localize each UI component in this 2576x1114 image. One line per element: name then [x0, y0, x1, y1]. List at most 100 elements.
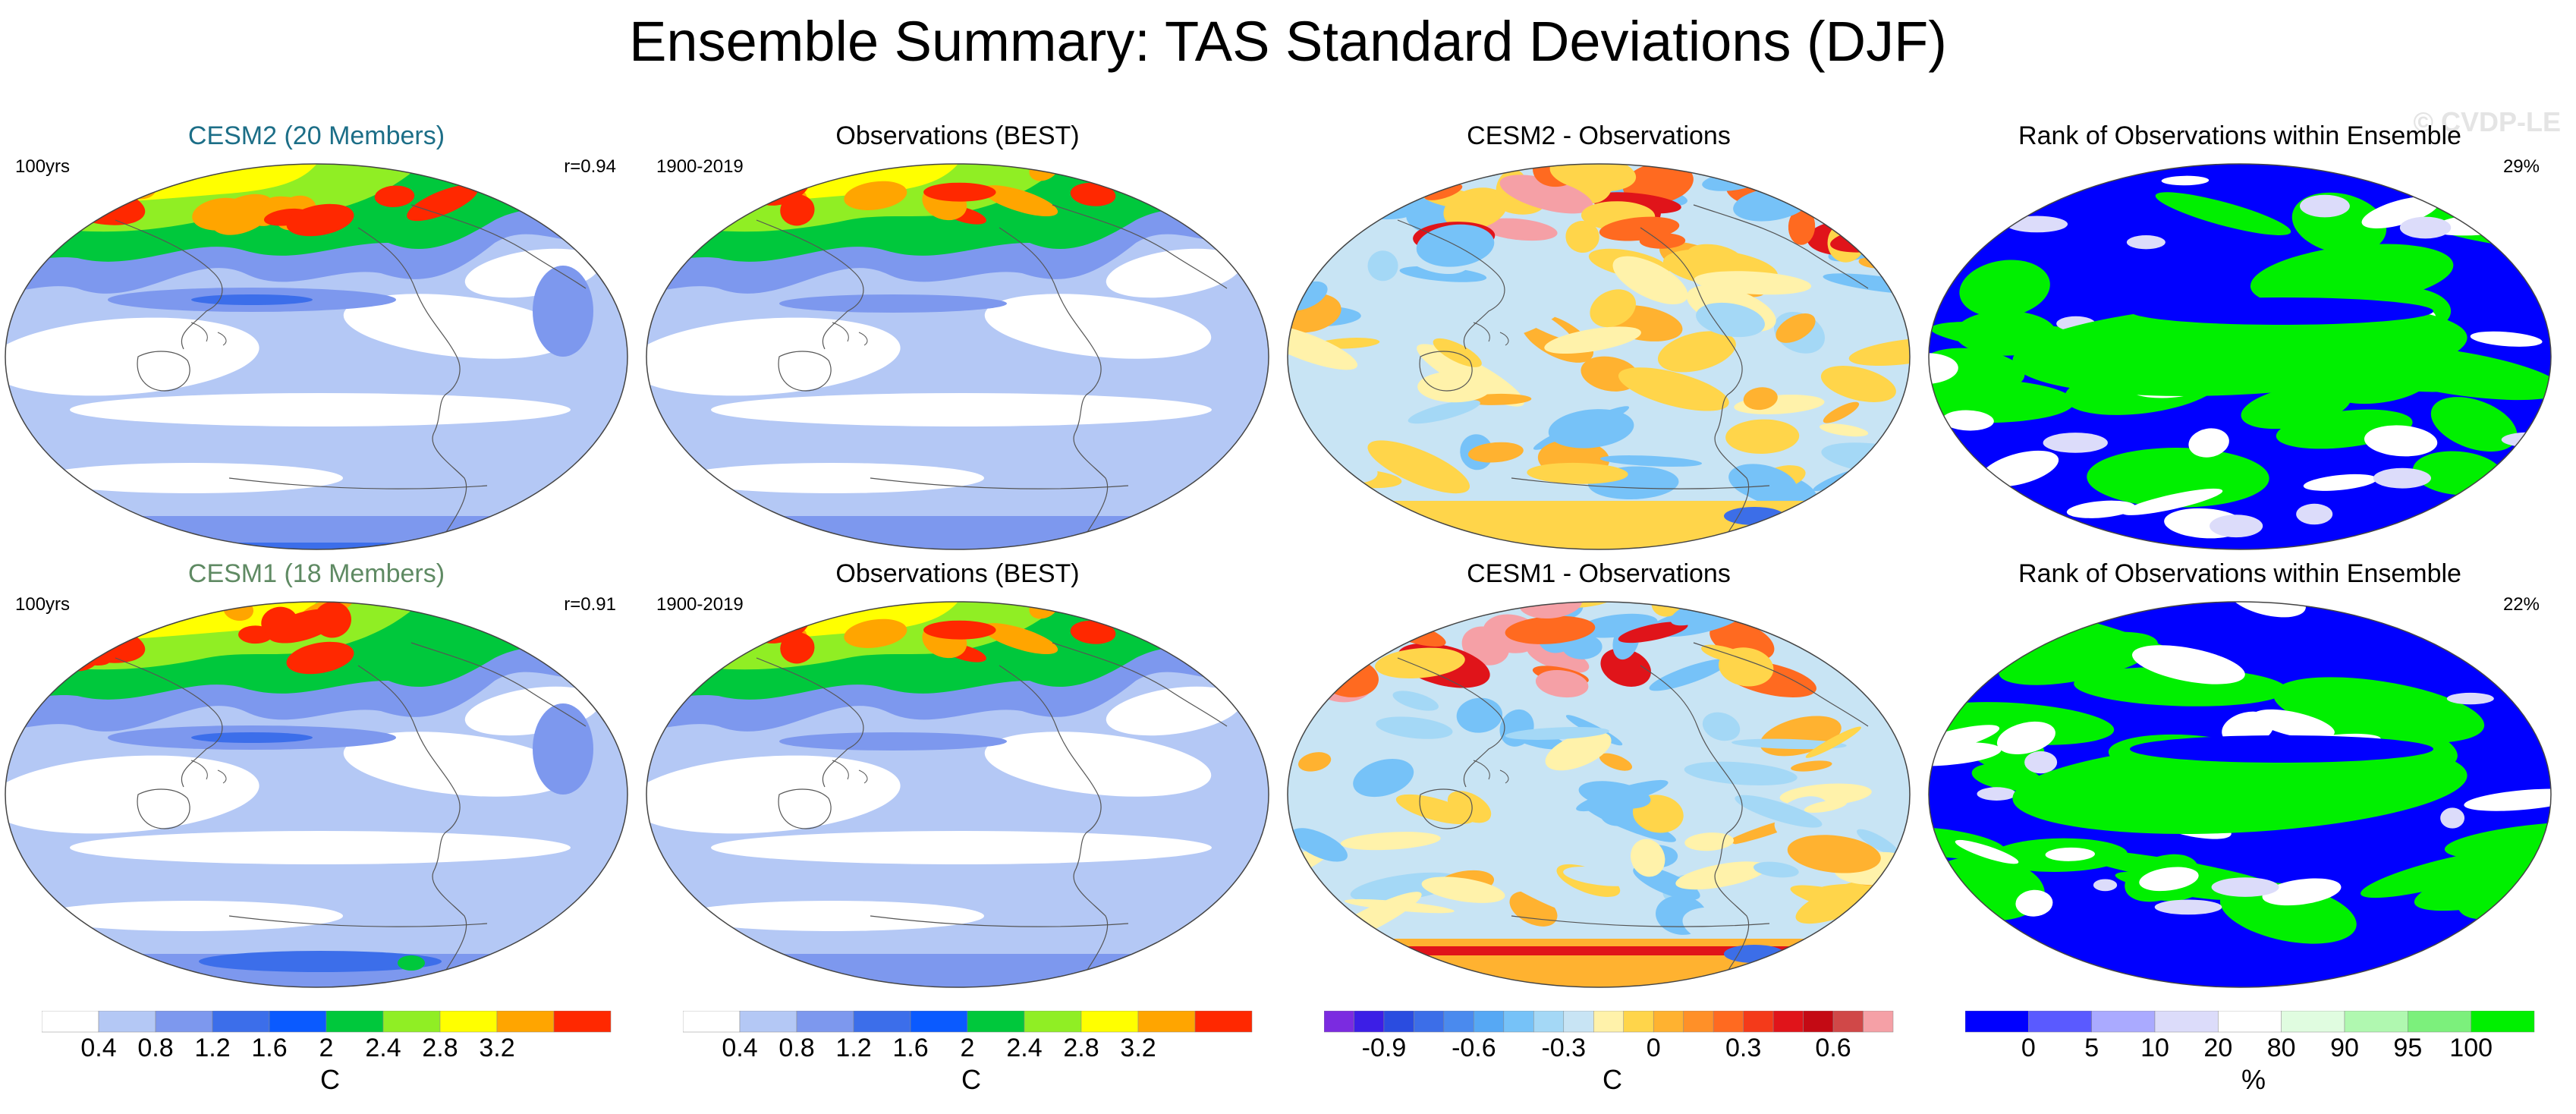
colorbar-swatch — [1474, 1011, 1505, 1033]
colorbar-unit: C — [961, 1064, 981, 1095]
difference-patch — [1848, 338, 1910, 367]
low-variability-band — [646, 755, 901, 834]
map-panel: Observations (BEST) 1900-2019 — [643, 559, 1272, 992]
panel-stat-label: r=0.91 — [564, 594, 616, 615]
difference-patch — [1291, 828, 1348, 862]
colorbar-tick-label: 2.4 — [365, 1034, 401, 1062]
rank-light-region — [2024, 751, 2058, 774]
tropical-pacific-band — [779, 732, 1007, 751]
difference-patch — [1814, 164, 1883, 179]
coastline-australia — [137, 351, 190, 392]
watermark: © CVDP-LE — [2413, 106, 2561, 137]
coastline-islands — [190, 760, 227, 784]
coastline-asia — [756, 657, 864, 788]
colorbar-swatch — [2281, 1011, 2345, 1033]
rank-mid-region — [2045, 847, 2095, 861]
difference-patch — [1467, 442, 1524, 463]
rank-mid-region — [1929, 353, 1958, 385]
map-outline — [5, 601, 628, 988]
colorbar-swatch — [910, 1011, 968, 1033]
colorbar-swatch — [2471, 1011, 2535, 1033]
colorbar-tick-label: 1.6 — [892, 1034, 928, 1062]
colorbar-swatch — [1965, 1011, 2029, 1033]
low-variability-band — [39, 463, 343, 493]
difference-patch — [1821, 603, 1854, 637]
low-variability-band — [343, 294, 571, 359]
map-region — [533, 266, 593, 357]
map-outline — [1287, 163, 1911, 550]
coastline-australia — [778, 788, 832, 829]
colorbar-swatch — [1863, 1011, 1894, 1033]
difference-patch — [1527, 462, 1628, 484]
world-map — [646, 163, 1269, 550]
difference-patch — [1578, 781, 1651, 809]
map-panel: CESM1 (18 Members) 100yrs r=0.91 — [2, 559, 631, 992]
difference-patch — [1831, 164, 1865, 172]
colorbar-tick-label: -0.3 — [1541, 1034, 1586, 1062]
low-variability-band — [646, 317, 901, 396]
peak-variability-spot — [1070, 620, 1116, 644]
rank-low-region — [2130, 735, 2433, 763]
map-panel: Rank of Observations within Ensemble 29% — [1925, 121, 2555, 554]
coastline-islands — [1473, 760, 1509, 784]
difference-patch — [1298, 752, 1332, 772]
map-field — [1929, 602, 2551, 987]
difference-patch — [1376, 716, 1453, 739]
difference-patch — [1411, 164, 1489, 176]
colorbar-tick-label: 3.2 — [1120, 1034, 1156, 1062]
peak-variability-spot — [982, 185, 1058, 217]
colorbar-swatch — [326, 1011, 384, 1033]
low-variability-band — [70, 393, 571, 426]
difference-patch — [1820, 366, 1896, 402]
colorbar-swatch — [1563, 1011, 1594, 1033]
coastline-antarctica — [1511, 477, 1770, 489]
colorbar-tick-label: 2 — [319, 1034, 334, 1062]
coastline-antarctica — [870, 915, 1129, 927]
colorbar-swatch — [739, 1011, 797, 1033]
peak-variability-spot — [844, 618, 907, 649]
difference-patch — [1867, 906, 1910, 944]
colorbar-swatch — [1024, 1011, 1082, 1033]
world-map — [1928, 163, 2552, 550]
world-map — [5, 163, 628, 550]
difference-patch — [1340, 832, 1441, 851]
coastline-australia — [1419, 351, 1473, 392]
colorbar-tick-label: 2.8 — [422, 1034, 458, 1062]
colorbar-scale: -0.9-0.6-0.300.30.60.9 — [1324, 1011, 1894, 1062]
rank-light-region — [2154, 899, 2222, 915]
rank-light-region — [2299, 194, 2350, 218]
difference-patch — [1684, 761, 1798, 785]
rank-high-region — [2012, 302, 2467, 396]
rank-high-region — [2361, 849, 2523, 898]
difference-patch — [1753, 861, 1799, 878]
colorbar-tick-label: 0 — [2021, 1034, 2036, 1062]
difference-patch — [1480, 218, 1558, 241]
difference-patch — [1612, 256, 1688, 304]
rank-mid-region — [2464, 788, 2551, 811]
panel-title: CESM2 - Observations — [1467, 121, 1731, 150]
difference-patch — [1871, 649, 1910, 680]
world-map — [1287, 163, 1911, 550]
colorbar-swatch — [1743, 1011, 1774, 1033]
colorbar-tick-label: 0.6 — [1815, 1034, 1851, 1062]
tropical-pacific-band — [779, 294, 1007, 313]
difference-patch — [1719, 647, 1774, 687]
difference-patch — [1392, 691, 1439, 711]
difference-patch — [1498, 341, 1533, 365]
difference-patch — [1852, 633, 1904, 652]
map-panel: CESM2 - Observations — [1284, 121, 1914, 554]
rank-high-region — [1959, 260, 2050, 317]
colorbar-swatch — [683, 1011, 741, 1033]
difference-patch — [1805, 726, 1861, 758]
map-outline — [1928, 601, 2552, 988]
difference-patch — [1461, 626, 1510, 666]
difference-patch — [1724, 945, 1785, 963]
colorbar-scale: 0 5 10 20 80 90 95 100 — [1965, 1011, 2535, 1062]
difference-patch — [1483, 862, 1590, 917]
peak-variability-spot — [286, 203, 354, 237]
colorbar-swatch — [155, 1011, 213, 1033]
difference-patch — [1367, 250, 1398, 282]
difference-patch — [1395, 794, 1474, 825]
rank-light-region — [1977, 787, 2017, 801]
difference-patch — [1806, 181, 1852, 201]
